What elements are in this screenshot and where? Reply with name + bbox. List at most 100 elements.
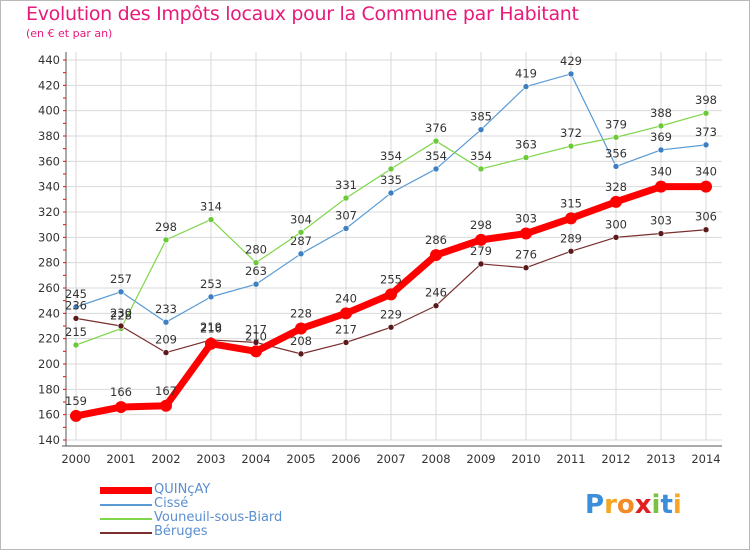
data-label-quin-ay: 228 [290, 307, 312, 321]
data-label-quin-ay: 315 [560, 196, 582, 210]
data-label-vouneuil-sous-biard: 398 [695, 93, 717, 107]
data-point-ciss- [72, 303, 80, 311]
data-label-vouneuil-sous-biard: 280 [245, 243, 267, 257]
x-tick-label: 2011 [556, 452, 585, 466]
data-label-b-ruges: 236 [65, 298, 87, 312]
data-point-quin-ay [610, 195, 622, 208]
logo-letter-i2: i [672, 490, 682, 520]
data-label-quin-ay: 298 [470, 218, 492, 232]
legend-item-cisse: Cissé [100, 497, 360, 512]
data-label-quin-ay: 340 [650, 165, 672, 179]
x-tick-label: 2008 [421, 452, 450, 466]
data-label-ciss-: 335 [380, 173, 402, 187]
data-label-quin-ay: 167 [155, 384, 177, 398]
data-point-vouneuil-sous-biard [207, 216, 215, 223]
data-point-vouneuil-sous-biard [477, 165, 485, 173]
data-point-b-ruges [297, 350, 305, 358]
legend-item-beruges: Béruges [100, 524, 360, 540]
legend-swatch-vouneuil [100, 518, 152, 520]
data-point-vouneuil-sous-biard [387, 165, 395, 173]
data-point-quin-ay [340, 307, 352, 320]
data-label-b-ruges: 303 [650, 214, 672, 228]
logo-letter-r: r [604, 490, 617, 520]
data-label-b-ruges: 229 [380, 307, 402, 321]
y-tick-label: 180 [38, 382, 60, 396]
data-label-vouneuil-sous-biard: 228 [110, 309, 132, 323]
legend-label-beruges: Béruges [154, 524, 208, 539]
data-point-ciss- [342, 225, 350, 232]
x-tick-label: 2002 [151, 452, 180, 466]
plot-area [66, 52, 722, 440]
x-tick-label: 2010 [511, 452, 540, 466]
data-point-vouneuil-sous-biard [702, 109, 710, 117]
data-label-b-ruges: 300 [605, 217, 627, 231]
data-point-b-ruges [117, 322, 125, 330]
data-point-b-ruges [657, 230, 665, 237]
y-tick-label: 380 [38, 129, 60, 143]
x-tick-label: 2000 [61, 452, 90, 466]
data-point-quin-ay [205, 337, 217, 350]
data-point-b-ruges [477, 260, 485, 268]
chart-title: Evolution des Impôts locaux pour la Comm… [26, 3, 579, 25]
data-point-vouneuil-sous-biard [162, 236, 170, 244]
data-label-quin-ay: 303 [515, 212, 537, 226]
data-label-b-ruges: 230 [110, 306, 132, 320]
data-point-vouneuil-sous-biard [342, 194, 350, 202]
data-point-ciss- [612, 163, 620, 170]
y-tick-label: 400 [38, 104, 60, 118]
data-point-quin-ay [430, 249, 442, 262]
logo-letter-p: P [585, 490, 605, 520]
y-tick-label: 140 [38, 433, 60, 447]
chart-subtitle: (en € et par an) [26, 27, 113, 40]
x-tick-label: 2007 [376, 452, 405, 466]
data-label-vouneuil-sous-biard: 304 [290, 212, 312, 226]
logo-letter-x: x [634, 490, 652, 520]
legend-label-quincay: QUINçAY [154, 482, 211, 497]
data-label-b-ruges: 276 [515, 248, 537, 262]
legend-item-vouneuil: Vouneuil-sous-Biard [100, 510, 360, 526]
data-point-b-ruges [72, 315, 80, 322]
data-point-quin-ay [115, 401, 127, 414]
y-tick-label: 240 [38, 306, 60, 320]
data-point-ciss- [567, 70, 575, 78]
data-point-quin-ay [520, 227, 532, 240]
data-label-quin-ay: 286 [425, 233, 447, 247]
data-point-quin-ay [475, 233, 487, 246]
data-label-quin-ay: 159 [65, 394, 87, 408]
data-label-b-ruges: 209 [155, 333, 177, 347]
data-point-quin-ay [385, 288, 397, 301]
x-tick-label: 2013 [646, 452, 675, 466]
x-tick-label: 2001 [106, 452, 135, 466]
data-point-ciss- [702, 141, 710, 149]
data-label-b-ruges: 246 [425, 286, 447, 300]
data-point-vouneuil-sous-biard [567, 142, 575, 150]
data-label-ciss-: 245 [65, 287, 87, 301]
legend-swatch-quincay [100, 487, 152, 494]
data-label-ciss-: 253 [200, 277, 222, 291]
data-label-vouneuil-sous-biard: 354 [380, 149, 402, 163]
data-point-ciss- [297, 250, 305, 258]
data-label-ciss-: 287 [290, 234, 312, 248]
logo-letter-i: i [651, 490, 661, 520]
data-point-b-ruges [702, 226, 710, 234]
legend-label-vouneuil: Vouneuil-sous-Biard [154, 510, 283, 525]
data-label-ciss-: 373 [695, 125, 717, 139]
data-point-quin-ay [700, 180, 712, 193]
data-point-quin-ay [295, 322, 307, 335]
data-point-vouneuil-sous-biard [657, 122, 665, 130]
x-tick-label: 2006 [331, 452, 360, 466]
data-label-quin-ay: 255 [380, 272, 402, 286]
x-tick-label: 2004 [241, 452, 270, 466]
logo-letter-o: o [616, 490, 635, 520]
y-tick-label: 300 [38, 230, 60, 244]
data-point-ciss- [432, 165, 440, 173]
data-label-quin-ay: 328 [605, 180, 627, 194]
data-point-b-ruges [522, 264, 530, 272]
data-label-b-ruges: 217 [245, 322, 267, 336]
data-label-vouneuil-sous-biard: 298 [155, 220, 177, 234]
legend: QUINçAY Cissé Vouneuil-sous-Biard Béruge… [100, 482, 360, 540]
data-label-vouneuil-sous-biard: 379 [605, 117, 627, 131]
data-label-vouneuil-sous-biard: 363 [515, 138, 537, 152]
data-point-b-ruges [432, 302, 440, 310]
data-label-b-ruges: 217 [335, 322, 357, 336]
